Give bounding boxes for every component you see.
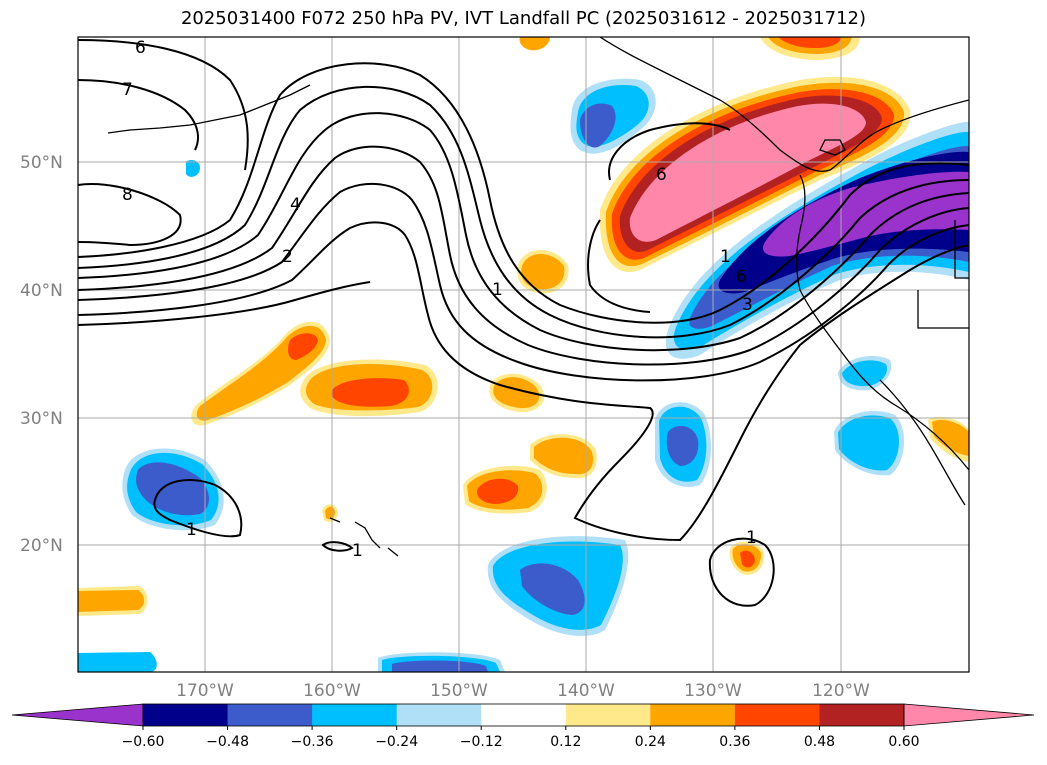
contour-label: 1 bbox=[352, 541, 363, 561]
contour-label: 1 bbox=[492, 280, 503, 300]
colorbar-frame bbox=[142, 703, 905, 727]
lat-label: 40°N bbox=[20, 281, 63, 301]
contour-label: 1 bbox=[186, 520, 197, 540]
contour-label: 8 bbox=[122, 185, 133, 205]
lon-label: 130°W bbox=[684, 681, 742, 701]
contour-label: 2 bbox=[282, 247, 293, 267]
contour-labels: 6 7 8 4 2 1 6 1 6 3 1 1 1 bbox=[122, 38, 757, 561]
coastlines bbox=[107, 37, 969, 557]
colorbar-tick-label: −0.12 bbox=[460, 734, 503, 750]
lon-label: 150°W bbox=[430, 681, 488, 701]
colorbar-tick-label: 0.60 bbox=[888, 734, 919, 750]
colorbar-segment bbox=[481, 704, 567, 726]
colorbar-tick-label: 0.12 bbox=[550, 734, 581, 750]
colorbar-tick-label: 0.24 bbox=[635, 734, 666, 750]
colorbar-tick-label: −0.36 bbox=[291, 734, 334, 750]
colorbar-extend-high bbox=[903, 703, 1035, 727]
longitude-labels: 170°W 160°W 150°W 140°W 130°W 120°W bbox=[176, 681, 870, 701]
map-frame bbox=[77, 36, 970, 673]
colorbar-segment bbox=[819, 704, 905, 726]
colorbar: −0.60 −0.48 −0.36 −0.24 −0.12 0.12 0.24 0.36 0.4… bbox=[11, 703, 1035, 750]
colorbar-segment bbox=[396, 704, 482, 726]
lat-label: 20°N bbox=[20, 536, 63, 556]
colorbar-segment bbox=[312, 704, 398, 726]
contour-label: 1 bbox=[746, 528, 757, 548]
colorbar-tick-label: 0.36 bbox=[719, 734, 750, 750]
contour-label: 6 bbox=[736, 267, 747, 287]
colorbar-tick-label: −0.24 bbox=[375, 734, 418, 750]
colorbar-extend-low bbox=[11, 703, 144, 727]
colorbar-tick-label: −0.60 bbox=[122, 734, 165, 750]
colorbar-tick-label: 0.48 bbox=[804, 734, 835, 750]
contour-label: 7 bbox=[122, 80, 133, 100]
lat-label: 30°N bbox=[20, 409, 63, 429]
contour-label: 6 bbox=[135, 38, 146, 58]
gridlines bbox=[78, 37, 969, 672]
colorbar-segment bbox=[143, 704, 229, 726]
colorbar-segment bbox=[565, 704, 651, 726]
lon-label: 140°W bbox=[557, 681, 615, 701]
colorbar-segment bbox=[227, 704, 313, 726]
colorbar-tick-label: −0.48 bbox=[206, 734, 249, 750]
contour-label: 6 bbox=[656, 165, 667, 185]
contour-label: 4 bbox=[290, 195, 301, 215]
lon-label: 160°W bbox=[303, 681, 361, 701]
colorbar-segment bbox=[650, 704, 736, 726]
lat-label: 50°N bbox=[20, 153, 63, 173]
contour-label: 1 bbox=[720, 247, 731, 267]
latitude-labels: 50°N 40°N 30°N 20°N bbox=[20, 153, 63, 556]
colorbar-segment bbox=[734, 704, 820, 726]
lon-label: 170°W bbox=[176, 681, 234, 701]
pc-shading bbox=[78, 37, 969, 672]
pv-contours bbox=[78, 39, 969, 607]
lon-label: 120°W bbox=[812, 681, 870, 701]
map-title: 2025031400 F072 250 hPa PV, IVT Landfall… bbox=[180, 8, 867, 29]
contour-label: 3 bbox=[742, 295, 753, 315]
